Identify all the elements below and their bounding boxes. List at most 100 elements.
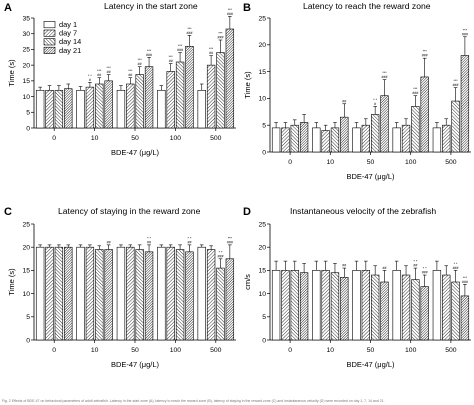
bar: [104, 80, 113, 129]
bar: [432, 270, 442, 341]
bar: [380, 281, 389, 341]
bar: [54, 246, 64, 341]
bar: [225, 258, 235, 341]
y-tick-label: 0: [26, 125, 30, 132]
x-axis-label: BDE-47 (μg/L): [346, 360, 395, 369]
significance-mark: ***: [107, 66, 112, 70]
x-tick-label: 50: [131, 135, 139, 142]
bar: [352, 270, 361, 341]
panels: A Latency in the start zone 0 5 10 15 20 25 30 35…: [4, 1, 471, 369]
bar: [85, 86, 95, 129]
bar: [104, 249, 113, 341]
panel-title: Instantaneous velocity of the zebrafish: [290, 206, 436, 216]
panel-title: Latency in the start zone: [104, 1, 198, 11]
legend-swatch: [43, 21, 56, 29]
panel-title: Latency of staying in the reward zone: [58, 206, 201, 216]
x-tick-label: 10: [327, 159, 335, 166]
significance-mark: * *: [413, 260, 417, 264]
bar: [330, 127, 340, 153]
panel-letter: D: [243, 206, 251, 218]
bar: [392, 270, 401, 341]
x-tick-label: 50: [131, 347, 139, 354]
bar: [185, 45, 194, 129]
y-tick-label: 20: [22, 62, 30, 69]
bar: [380, 95, 389, 153]
bar: [175, 61, 185, 129]
significance-mark: * *: [219, 250, 223, 254]
significance-mark: * *: [188, 236, 192, 240]
x-tick-label: 50: [367, 159, 375, 166]
bar: [144, 66, 154, 129]
legend-label: day 1: [59, 20, 77, 29]
bar: [95, 249, 104, 341]
bar: [401, 274, 411, 341]
x-tick-label: 0: [52, 347, 56, 354]
bar: [271, 270, 281, 341]
legend-label: day 14: [59, 37, 81, 46]
bar: [281, 270, 290, 341]
bar: [135, 249, 144, 341]
significance-mark: ***: [209, 47, 214, 51]
y-axis-label: Time (s): [7, 268, 16, 296]
significance-mark: ##: [342, 264, 346, 268]
bar: [216, 267, 225, 341]
significance-mark: ###: [412, 91, 418, 95]
x-tick-label: 0: [288, 347, 292, 354]
significance-mark: ***: [463, 276, 468, 280]
panel-letter: B: [243, 2, 251, 14]
significance-mark: ##: [413, 264, 417, 268]
significance-mark: #: [89, 78, 91, 82]
significance-mark: ##: [169, 59, 173, 63]
significance-mark: ***: [147, 49, 152, 53]
significance-mark: ##: [107, 70, 111, 74]
bar: [45, 246, 54, 341]
bar: [299, 122, 309, 153]
significance-mark: ###: [217, 36, 223, 40]
significance-mark: ***: [178, 44, 183, 48]
bar: [420, 76, 429, 153]
bar: [35, 89, 45, 129]
bar: [290, 270, 299, 341]
x-tick-label: 50: [367, 347, 375, 354]
bar: [460, 55, 470, 153]
significance-mark: ###: [177, 48, 183, 52]
significance-mark: ###: [186, 31, 192, 35]
y-tick-label: 30: [22, 31, 30, 38]
y-tick-label: 0: [26, 337, 30, 344]
bar: [392, 127, 401, 153]
y-tick-label: 20: [22, 245, 30, 252]
x-axis-label: BDE-47 (μg/L): [346, 172, 395, 181]
bar: [411, 279, 420, 341]
bar: [321, 270, 330, 341]
panel-a: A Latency in the start zone 0 5 10 15 20 25 30 35…: [4, 1, 236, 157]
bar: [197, 89, 206, 129]
y-tick-label: 35: [22, 15, 30, 22]
y-axis-label: cm/s: [243, 274, 252, 290]
y-axis-label: Time (s): [7, 59, 16, 87]
bar: [312, 270, 321, 341]
y-tick-label: 10: [258, 96, 266, 103]
bar: [166, 71, 175, 129]
bar: [116, 246, 126, 341]
significance-mark: ###: [453, 266, 459, 270]
significance-mark: ###: [422, 54, 428, 58]
x-tick-label: 10: [327, 347, 335, 354]
bar: [299, 272, 309, 341]
legend-swatch: [43, 29, 56, 37]
bar: [225, 28, 235, 129]
bar: [451, 281, 460, 341]
bar: [157, 89, 166, 129]
x-tick-label: 10: [91, 135, 99, 142]
significance-mark: ***: [187, 27, 192, 31]
x-tick-label: 100: [170, 347, 182, 354]
bar: [460, 295, 470, 341]
panel-c: C Latency of staying in the reward zone 0 5…: [4, 206, 236, 369]
y-tick-label: 10: [22, 94, 30, 101]
bar: [197, 246, 206, 341]
y-tick-label: 20: [258, 42, 266, 49]
bar: [370, 274, 380, 341]
bar: [76, 89, 85, 129]
y-tick-label: 15: [22, 268, 30, 275]
